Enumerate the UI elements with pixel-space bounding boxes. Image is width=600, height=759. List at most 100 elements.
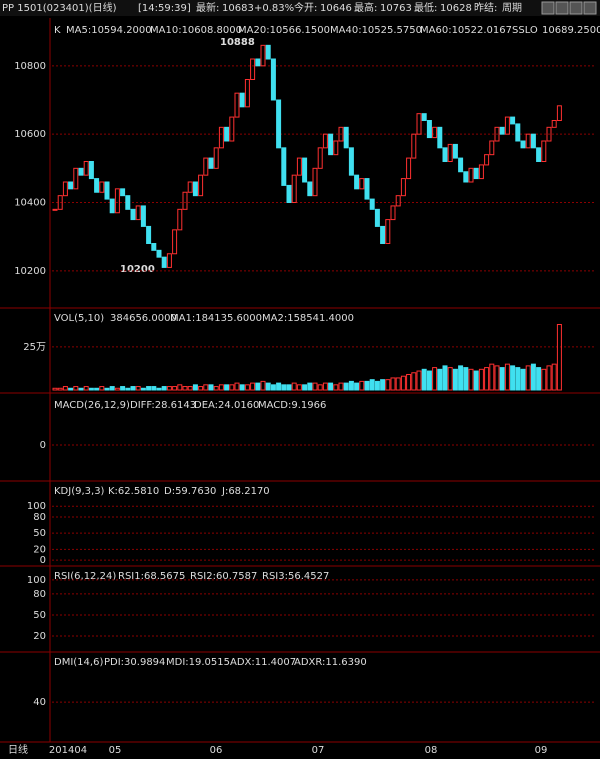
annotation: 10200 xyxy=(120,264,155,275)
y-tick-label: 20 xyxy=(33,544,46,555)
candle xyxy=(442,147,448,162)
volume-bar xyxy=(109,386,115,391)
candle xyxy=(406,157,412,180)
candle xyxy=(484,154,490,166)
volume-bar xyxy=(354,382,360,391)
sslo: SSLO xyxy=(512,25,538,36)
y-tick-label: 10600 xyxy=(14,129,46,140)
volume-bar xyxy=(421,368,427,391)
change: +0.83% xyxy=(254,3,294,14)
dmi-adx: ADX:11.4007 xyxy=(230,657,296,668)
candle xyxy=(291,174,297,204)
volume-bar xyxy=(343,382,349,391)
candle xyxy=(224,126,230,142)
volume-bar xyxy=(484,367,490,391)
volume-bar xyxy=(52,387,58,391)
candle xyxy=(390,205,396,221)
candle xyxy=(504,116,510,135)
candle xyxy=(541,140,547,162)
volume-bar xyxy=(322,382,328,391)
volume-bar xyxy=(260,380,266,391)
x-tick-label: 09 xyxy=(535,745,548,756)
volume-bar xyxy=(120,386,126,391)
volume-bar xyxy=(541,368,547,391)
candle xyxy=(489,140,495,156)
volume-bar xyxy=(369,379,375,391)
candle xyxy=(213,147,219,169)
candle xyxy=(83,161,89,176)
y-tick-label: 10200 xyxy=(14,266,46,277)
kdj-k: K:62.5810 xyxy=(108,486,159,497)
candle xyxy=(494,126,500,142)
volume-bar xyxy=(400,375,406,391)
candle xyxy=(546,126,552,142)
y-tick-label: 0 xyxy=(40,440,46,451)
candle xyxy=(296,157,302,176)
volume-bar xyxy=(489,363,495,391)
volume-bar xyxy=(125,387,131,391)
volume-bar xyxy=(504,363,510,391)
sslo-value: 10689.2500 xyxy=(542,25,600,36)
volume-bar xyxy=(307,382,313,391)
candle xyxy=(520,140,526,149)
candle xyxy=(260,44,266,67)
x-tick-label: 08 xyxy=(425,745,438,756)
macd-value: MACD:9.1966 xyxy=(258,400,326,411)
y-tick-label: 100 xyxy=(27,575,46,586)
volume-bar xyxy=(364,380,370,391)
volume-bar xyxy=(203,384,209,391)
volume-bar xyxy=(312,382,318,391)
x-tick-label: 07 xyxy=(312,745,325,756)
candle xyxy=(473,167,479,180)
label: 最高: xyxy=(354,1,377,14)
candle xyxy=(395,195,401,207)
volume-bar xyxy=(99,386,105,391)
volume-bar xyxy=(328,382,334,391)
candle xyxy=(307,181,313,197)
open: 10646 xyxy=(320,3,352,14)
candle xyxy=(270,58,276,101)
last: 10683 xyxy=(222,3,254,14)
candle xyxy=(130,208,136,221)
volume-bar xyxy=(140,387,146,391)
nav-buttons[interactable] xyxy=(541,1,597,15)
ma20: MA20:10566.1500 xyxy=(238,25,330,36)
volume-bar xyxy=(494,365,500,391)
volume-bar xyxy=(432,367,438,391)
volume-bar xyxy=(192,384,198,391)
volume-bar xyxy=(546,365,552,391)
volume-bar xyxy=(536,367,542,391)
volume-bar xyxy=(62,386,68,391)
volume-bar xyxy=(88,387,94,391)
candle xyxy=(530,133,536,149)
candle xyxy=(52,208,58,211)
candle xyxy=(198,174,204,197)
volume-bar xyxy=(380,379,386,391)
volume-bar xyxy=(452,368,458,391)
volume-bar xyxy=(151,386,157,391)
high: 10763 xyxy=(380,3,412,14)
volume-bar xyxy=(442,365,448,391)
candle xyxy=(78,167,84,176)
volume-bar xyxy=(73,386,79,391)
macd-title: MACD(26,12,9) xyxy=(54,400,130,411)
candle xyxy=(385,219,391,244)
candle xyxy=(57,195,63,210)
macd-diff: DIFF:28.6143 xyxy=(130,400,196,411)
volume-bar xyxy=(224,384,230,391)
period[interactable]: 周期 xyxy=(502,2,522,14)
volume-bar xyxy=(458,365,464,391)
dmi-title: DMI(14,6) xyxy=(54,657,103,668)
kdj-j: J:68.2170 xyxy=(221,486,270,497)
candle xyxy=(281,147,287,186)
candle xyxy=(463,171,469,183)
label: 昨结: xyxy=(474,1,497,14)
vol-title: VOL(5,10) xyxy=(54,313,104,324)
candle xyxy=(421,113,427,121)
candle xyxy=(151,243,157,251)
candle xyxy=(359,178,365,190)
candle xyxy=(140,205,146,227)
volume-bar xyxy=(515,367,521,391)
candle xyxy=(94,178,100,193)
candle xyxy=(166,253,172,268)
